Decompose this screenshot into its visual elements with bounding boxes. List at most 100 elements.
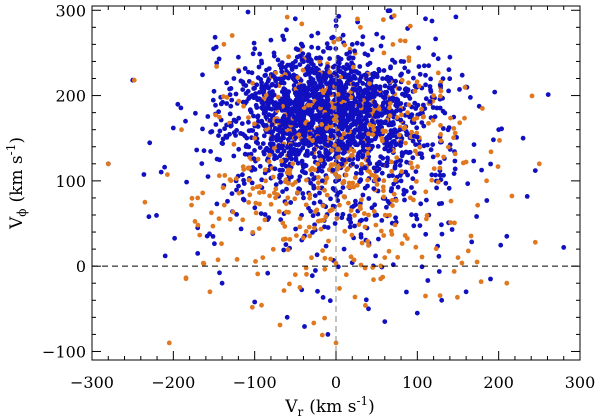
- data-point-0-1738: [341, 246, 347, 252]
- data-point-0-1584: [312, 154, 317, 160]
- data-point-1-224: [455, 294, 460, 300]
- data-point-0-100079: [384, 109, 390, 115]
- data-point-1-158: [348, 95, 354, 100]
- data-point-0-1718: [447, 54, 453, 60]
- data-point-0-57: [334, 212, 340, 218]
- data-point-0-100218: [354, 110, 360, 116]
- data-point-0-1175: [375, 144, 381, 149]
- data-point-0-1066: [433, 36, 438, 42]
- data-point-1-405: [419, 254, 425, 260]
- data-point-0-1269: [369, 47, 375, 53]
- data-point-1-82: [263, 92, 269, 98]
- data-point-0-1406: [220, 141, 226, 147]
- data-point-0-1290: [380, 76, 385, 81]
- data-point-1-380: [488, 149, 494, 155]
- data-point-0-557: [238, 226, 244, 232]
- data-point-0-100381: [342, 72, 348, 77]
- data-point-1-538: [423, 293, 428, 299]
- data-point-1-533: [480, 106, 485, 111]
- data-point-0-100176: [337, 132, 343, 138]
- data-point-0-100388: [300, 145, 306, 151]
- data-point-1-236: [437, 293, 443, 298]
- x-tick-label: 0: [331, 373, 341, 392]
- data-point-1-47: [307, 192, 313, 198]
- data-point-0-1548: [257, 163, 263, 169]
- data-point-1-368: [254, 184, 260, 190]
- data-point-1-385: [246, 177, 252, 183]
- data-point-0-1126: [255, 75, 261, 81]
- y-axis-title-main: V: [7, 216, 27, 230]
- data-point-0-1385: [389, 186, 395, 191]
- data-point-0-100158: [384, 163, 390, 169]
- data-point-0-100255: [423, 72, 428, 78]
- data-point-1-36: [352, 213, 357, 218]
- data-point-0-1058: [310, 213, 316, 219]
- data-point-0-100150: [350, 86, 356, 92]
- data-point-0-100338: [318, 113, 324, 119]
- data-point-0-100348: [217, 128, 223, 134]
- data-point-1-427: [283, 236, 288, 242]
- data-point-0-1359: [430, 105, 436, 110]
- data-point-0-440: [233, 91, 239, 97]
- data-point-0-991: [213, 122, 219, 127]
- y-tick-label: 300: [55, 1, 86, 20]
- data-point-1-536: [532, 239, 538, 245]
- data-point-0-134: [421, 123, 427, 129]
- data-point-0-100392: [290, 151, 295, 157]
- data-point-0-1714: [349, 42, 355, 47]
- data-point-0-100276: [297, 114, 303, 119]
- data-point-0-1347: [414, 125, 420, 131]
- data-point-0-100343: [388, 75, 394, 81]
- data-point-0-1724: [504, 233, 510, 239]
- data-point-1-308: [315, 161, 320, 167]
- data-point-0-1454: [304, 148, 310, 154]
- data-point-0-100404: [293, 135, 298, 141]
- data-point-0-100221: [344, 79, 350, 85]
- y-tick-label: 200: [55, 87, 86, 106]
- data-point-0-100312: [287, 131, 293, 137]
- data-point-1-295: [263, 178, 268, 184]
- data-point-1-303: [460, 160, 466, 166]
- data-point-0-100321: [357, 125, 363, 130]
- data-point-0-100320: [276, 144, 282, 150]
- data-point-1-117: [221, 202, 227, 208]
- data-point-0-220: [283, 242, 289, 248]
- data-point-1-46: [300, 67, 306, 73]
- data-point-0-683: [325, 225, 331, 230]
- data-point-0-692: [306, 65, 312, 71]
- data-point-0-136: [332, 221, 338, 226]
- data-point-1-19: [306, 102, 311, 108]
- data-point-1-309: [376, 106, 382, 112]
- data-point-0-916: [279, 162, 285, 168]
- data-point-0-100272: [272, 125, 278, 131]
- data-point-1-159: [259, 302, 264, 308]
- data-point-0-100251: [291, 114, 297, 120]
- data-point-0-1599: [437, 160, 443, 165]
- data-point-1-311: [230, 209, 236, 215]
- data-point-0-1203: [208, 149, 214, 154]
- data-point-1-215: [262, 217, 268, 223]
- data-point-0-1282: [158, 169, 164, 175]
- data-point-1-345: [387, 105, 392, 111]
- data-point-0-100417: [382, 120, 388, 126]
- data-point-1-379: [297, 285, 303, 290]
- data-point-1-358: [320, 248, 325, 254]
- data-point-0-100282: [345, 127, 350, 133]
- data-point-0-100398: [216, 133, 221, 139]
- data-point-0-638: [261, 133, 267, 139]
- data-point-1-110: [399, 169, 405, 174]
- data-point-0-799: [328, 196, 333, 202]
- data-point-1-395: [420, 114, 426, 120]
- data-point-1-501: [452, 130, 458, 136]
- data-point-0-100187: [364, 117, 369, 123]
- data-point-0-100374: [358, 135, 363, 141]
- data-point-1-73: [319, 122, 325, 127]
- x-axis-title-sub: r: [298, 405, 304, 419]
- data-point-1-226: [381, 178, 387, 184]
- data-point-0-1494: [419, 155, 425, 161]
- data-point-0-1710: [268, 37, 274, 43]
- data-point-1-442: [331, 39, 337, 45]
- data-point-1-346: [197, 232, 203, 238]
- data-point-0-868: [413, 142, 418, 148]
- data-point-0-100414: [319, 178, 325, 184]
